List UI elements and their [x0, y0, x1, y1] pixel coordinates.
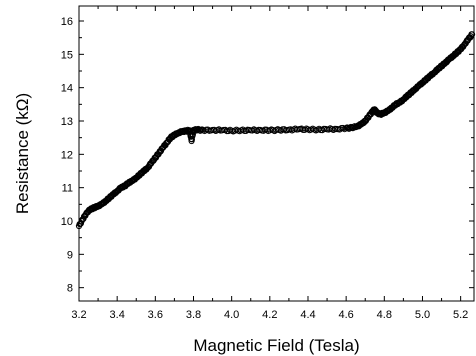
x-tick-label: 4.8 — [377, 309, 392, 321]
x-tick-label: 4.4 — [300, 309, 315, 321]
x-tick-label: 5.2 — [453, 309, 468, 321]
y-tick-label: 9 — [67, 249, 73, 261]
x-tick-label: 4.2 — [262, 309, 277, 321]
data-point — [468, 31, 476, 38]
x-tick-label: 4.6 — [339, 309, 354, 321]
axis-ticks: 3.2 3.4 3.6 3.8 4.0 4.2 4.4 4.6 4.8 5.0 5.2 8 9 10 11 1… — [61, 6, 474, 321]
y-tick-label: 14 — [61, 83, 73, 95]
data-points — [75, 31, 476, 230]
y-tick-label: 8 — [67, 283, 73, 295]
y-axis-label: Resistance (kΩ) — [13, 93, 32, 214]
plot-frame — [78, 5, 475, 302]
x-tick-label: 4.0 — [224, 309, 239, 321]
y-tick-label: 16 — [61, 16, 73, 28]
x-tick-label: 5.0 — [415, 309, 430, 321]
x-tick-label: 3.4 — [110, 309, 125, 321]
y-tick-label: 10 — [61, 216, 73, 228]
y-tick-label: 15 — [61, 49, 73, 61]
y-tick-label: 11 — [62, 183, 73, 195]
x-tick-label: 3.6 — [148, 309, 163, 321]
y-tick-label: 12 — [61, 149, 73, 161]
x-axis-label: Magnetic Field (Tesla) — [193, 336, 359, 355]
y-tick-label: 13 — [61, 116, 73, 128]
x-tick-label: 3.2 — [71, 309, 86, 321]
x-tick-label: 3.8 — [186, 309, 201, 321]
